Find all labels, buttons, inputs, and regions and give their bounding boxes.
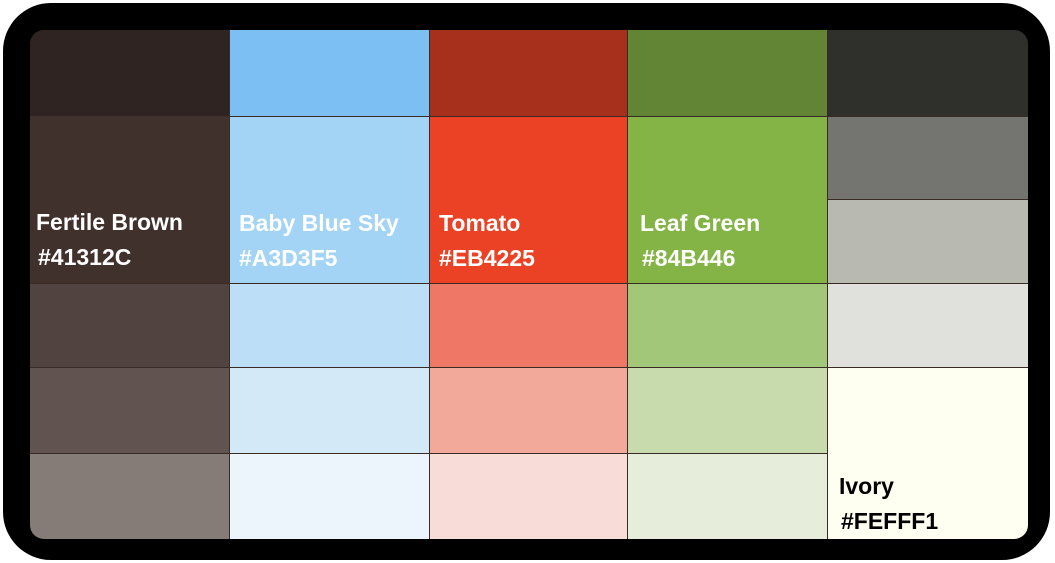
swatch-fertile-brown-light-2 <box>30 367 229 453</box>
swatch-leaf-green-light-1 <box>627 283 827 367</box>
tomato-hex: #EB4225 <box>439 245 535 271</box>
swatch-baby-blue-sky-dark <box>229 30 429 116</box>
swatch-fertile-brown-base: Fertile Brown #41312C <box>30 116 229 283</box>
swatch-leaf-green-light-3 <box>627 453 827 539</box>
baby-blue-sky-hex: #A3D3F5 <box>239 245 338 271</box>
color-palette: Fertile Brown #41312C Baby Blue Sky #A3D… <box>30 30 1028 539</box>
tomato-name: Tomato <box>439 210 521 236</box>
swatch-ivory-base: Ivory #FEFFF1 <box>827 367 1028 539</box>
swatch-tomato-dark <box>429 30 627 116</box>
palette-frame: Fertile Brown #41312C Baby Blue Sky #A3D… <box>3 3 1050 560</box>
swatch-leaf-green-dark <box>627 30 827 116</box>
baby-blue-sky-name: Baby Blue Sky <box>239 210 399 236</box>
leaf-green-name: Leaf Green <box>640 210 761 236</box>
swatch-tomato-light-3 <box>429 453 627 539</box>
swatch-tomato-light-1 <box>429 283 627 367</box>
fertile-brown-name: Fertile Brown <box>36 209 183 235</box>
swatch-baby-blue-sky-light-1 <box>229 283 429 367</box>
swatch-leaf-green-light-2 <box>627 367 827 453</box>
fertile-brown-hex: #41312C <box>38 244 132 270</box>
swatch-ivory-shade-1 <box>827 30 1028 116</box>
swatch-baby-blue-sky-light-3 <box>229 453 429 539</box>
swatch-ivory-shade-3 <box>827 199 1028 283</box>
swatch-fertile-brown-light-1 <box>30 283 229 367</box>
swatch-baby-blue-sky-light-2 <box>229 367 429 453</box>
ivory-hex: #FEFFF1 <box>841 508 939 534</box>
swatch-ivory-shade-4 <box>827 283 1028 367</box>
swatch-tomato-light-2 <box>429 367 627 453</box>
leaf-green-hex: #84B446 <box>642 245 736 271</box>
swatch-baby-blue-sky-base: Baby Blue Sky #A3D3F5 <box>229 116 429 283</box>
swatch-ivory-shade-2 <box>827 116 1028 199</box>
swatch-leaf-green-base: Leaf Green #84B446 <box>627 116 827 283</box>
ivory-name: Ivory <box>839 473 894 499</box>
swatch-fertile-brown-light-3 <box>30 453 229 539</box>
swatch-fertile-brown-dark <box>30 30 229 116</box>
swatch-tomato-base: Tomato #EB4225 <box>429 116 627 283</box>
